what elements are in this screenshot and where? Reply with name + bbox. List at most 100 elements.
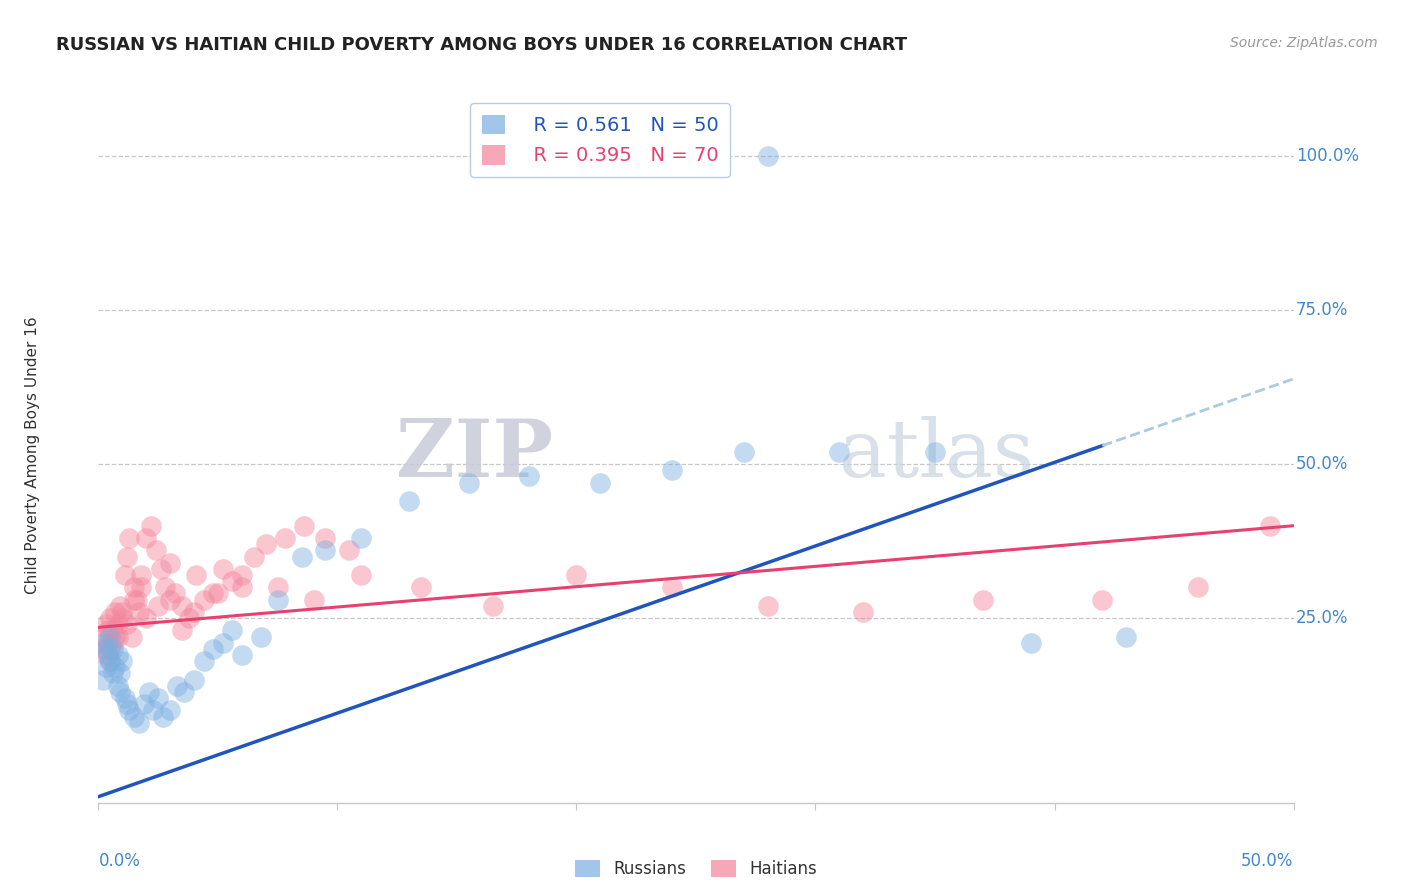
Point [121, 630, 143, 644]
Point [118, 531, 141, 545]
Text: 50.0%: 50.0% [1296, 455, 1348, 473]
Point [398, 494, 420, 508]
Point [142, 703, 165, 717]
Point [115, 617, 138, 632]
Point [481, 599, 505, 613]
Point [118, 703, 141, 717]
Point [107, 679, 129, 693]
Text: atlas: atlas [839, 416, 1035, 494]
Point [111, 654, 134, 668]
Point [193, 592, 215, 607]
Point [97, 624, 120, 638]
Point [107, 648, 129, 662]
Point [139, 518, 162, 533]
Point [1187, 580, 1209, 594]
Point [124, 709, 146, 723]
Point [159, 703, 181, 717]
Point [128, 605, 150, 619]
Point [163, 586, 186, 600]
Point [173, 685, 195, 699]
Point [94, 648, 117, 662]
Point [211, 636, 233, 650]
Text: 75.0%: 75.0% [1296, 301, 1348, 319]
Point [101, 666, 124, 681]
Point [104, 605, 127, 619]
Point [128, 715, 150, 730]
Point [315, 531, 337, 545]
Point [292, 518, 315, 533]
Point [315, 543, 337, 558]
Point [221, 574, 243, 589]
Point [186, 568, 208, 582]
Point [138, 685, 160, 699]
Point [124, 580, 146, 594]
Point [132, 698, 155, 712]
Point [972, 592, 994, 607]
Point [104, 630, 127, 644]
Point [267, 580, 290, 594]
Point [94, 641, 117, 656]
Point [254, 537, 277, 551]
Point [108, 599, 131, 613]
Point [152, 709, 174, 723]
Point [211, 562, 233, 576]
Point [337, 543, 360, 558]
Point [114, 568, 136, 582]
Point [231, 648, 253, 662]
Point [111, 611, 134, 625]
Point [135, 611, 157, 625]
Point [924, 445, 946, 459]
Point [267, 592, 290, 607]
Text: Child Poverty Among Boys Under 16: Child Poverty Among Boys Under 16 [25, 316, 41, 594]
Point [91, 636, 114, 650]
Point [661, 580, 683, 594]
Point [148, 599, 170, 613]
Point [108, 685, 131, 699]
Point [207, 586, 229, 600]
Point [589, 475, 612, 490]
Point [302, 592, 325, 607]
Text: 100.0%: 100.0% [1296, 147, 1360, 165]
Point [231, 580, 253, 594]
Point [1019, 636, 1042, 650]
Point [135, 531, 157, 545]
Point [1258, 518, 1281, 533]
Point [231, 568, 253, 582]
Point [565, 568, 588, 582]
Point [131, 568, 153, 582]
Point [828, 445, 851, 459]
Point [243, 549, 266, 564]
Point [91, 630, 114, 644]
Point [172, 624, 194, 638]
Point [91, 641, 114, 656]
Point [155, 580, 177, 594]
Point [97, 648, 120, 662]
Point [148, 691, 170, 706]
Point [179, 611, 201, 625]
Point [101, 624, 124, 638]
Point [145, 543, 167, 558]
Point [183, 673, 205, 687]
Point [98, 641, 122, 656]
Point [221, 624, 243, 638]
Point [202, 586, 225, 600]
Point [411, 580, 433, 594]
Point [94, 617, 117, 632]
Point [250, 630, 273, 644]
Point [111, 605, 134, 619]
Point [115, 549, 138, 564]
Point [172, 599, 194, 613]
Point [98, 654, 122, 668]
Text: ZIP: ZIP [395, 416, 553, 494]
Point [1091, 592, 1114, 607]
Point [98, 630, 122, 644]
Point [91, 673, 114, 687]
Point [98, 654, 122, 668]
Point [852, 605, 875, 619]
Point [94, 660, 117, 674]
Point [756, 599, 779, 613]
Point [458, 475, 481, 490]
Point [350, 568, 373, 582]
Text: Source: ZipAtlas.com: Source: ZipAtlas.com [1230, 36, 1378, 50]
Point [159, 592, 181, 607]
